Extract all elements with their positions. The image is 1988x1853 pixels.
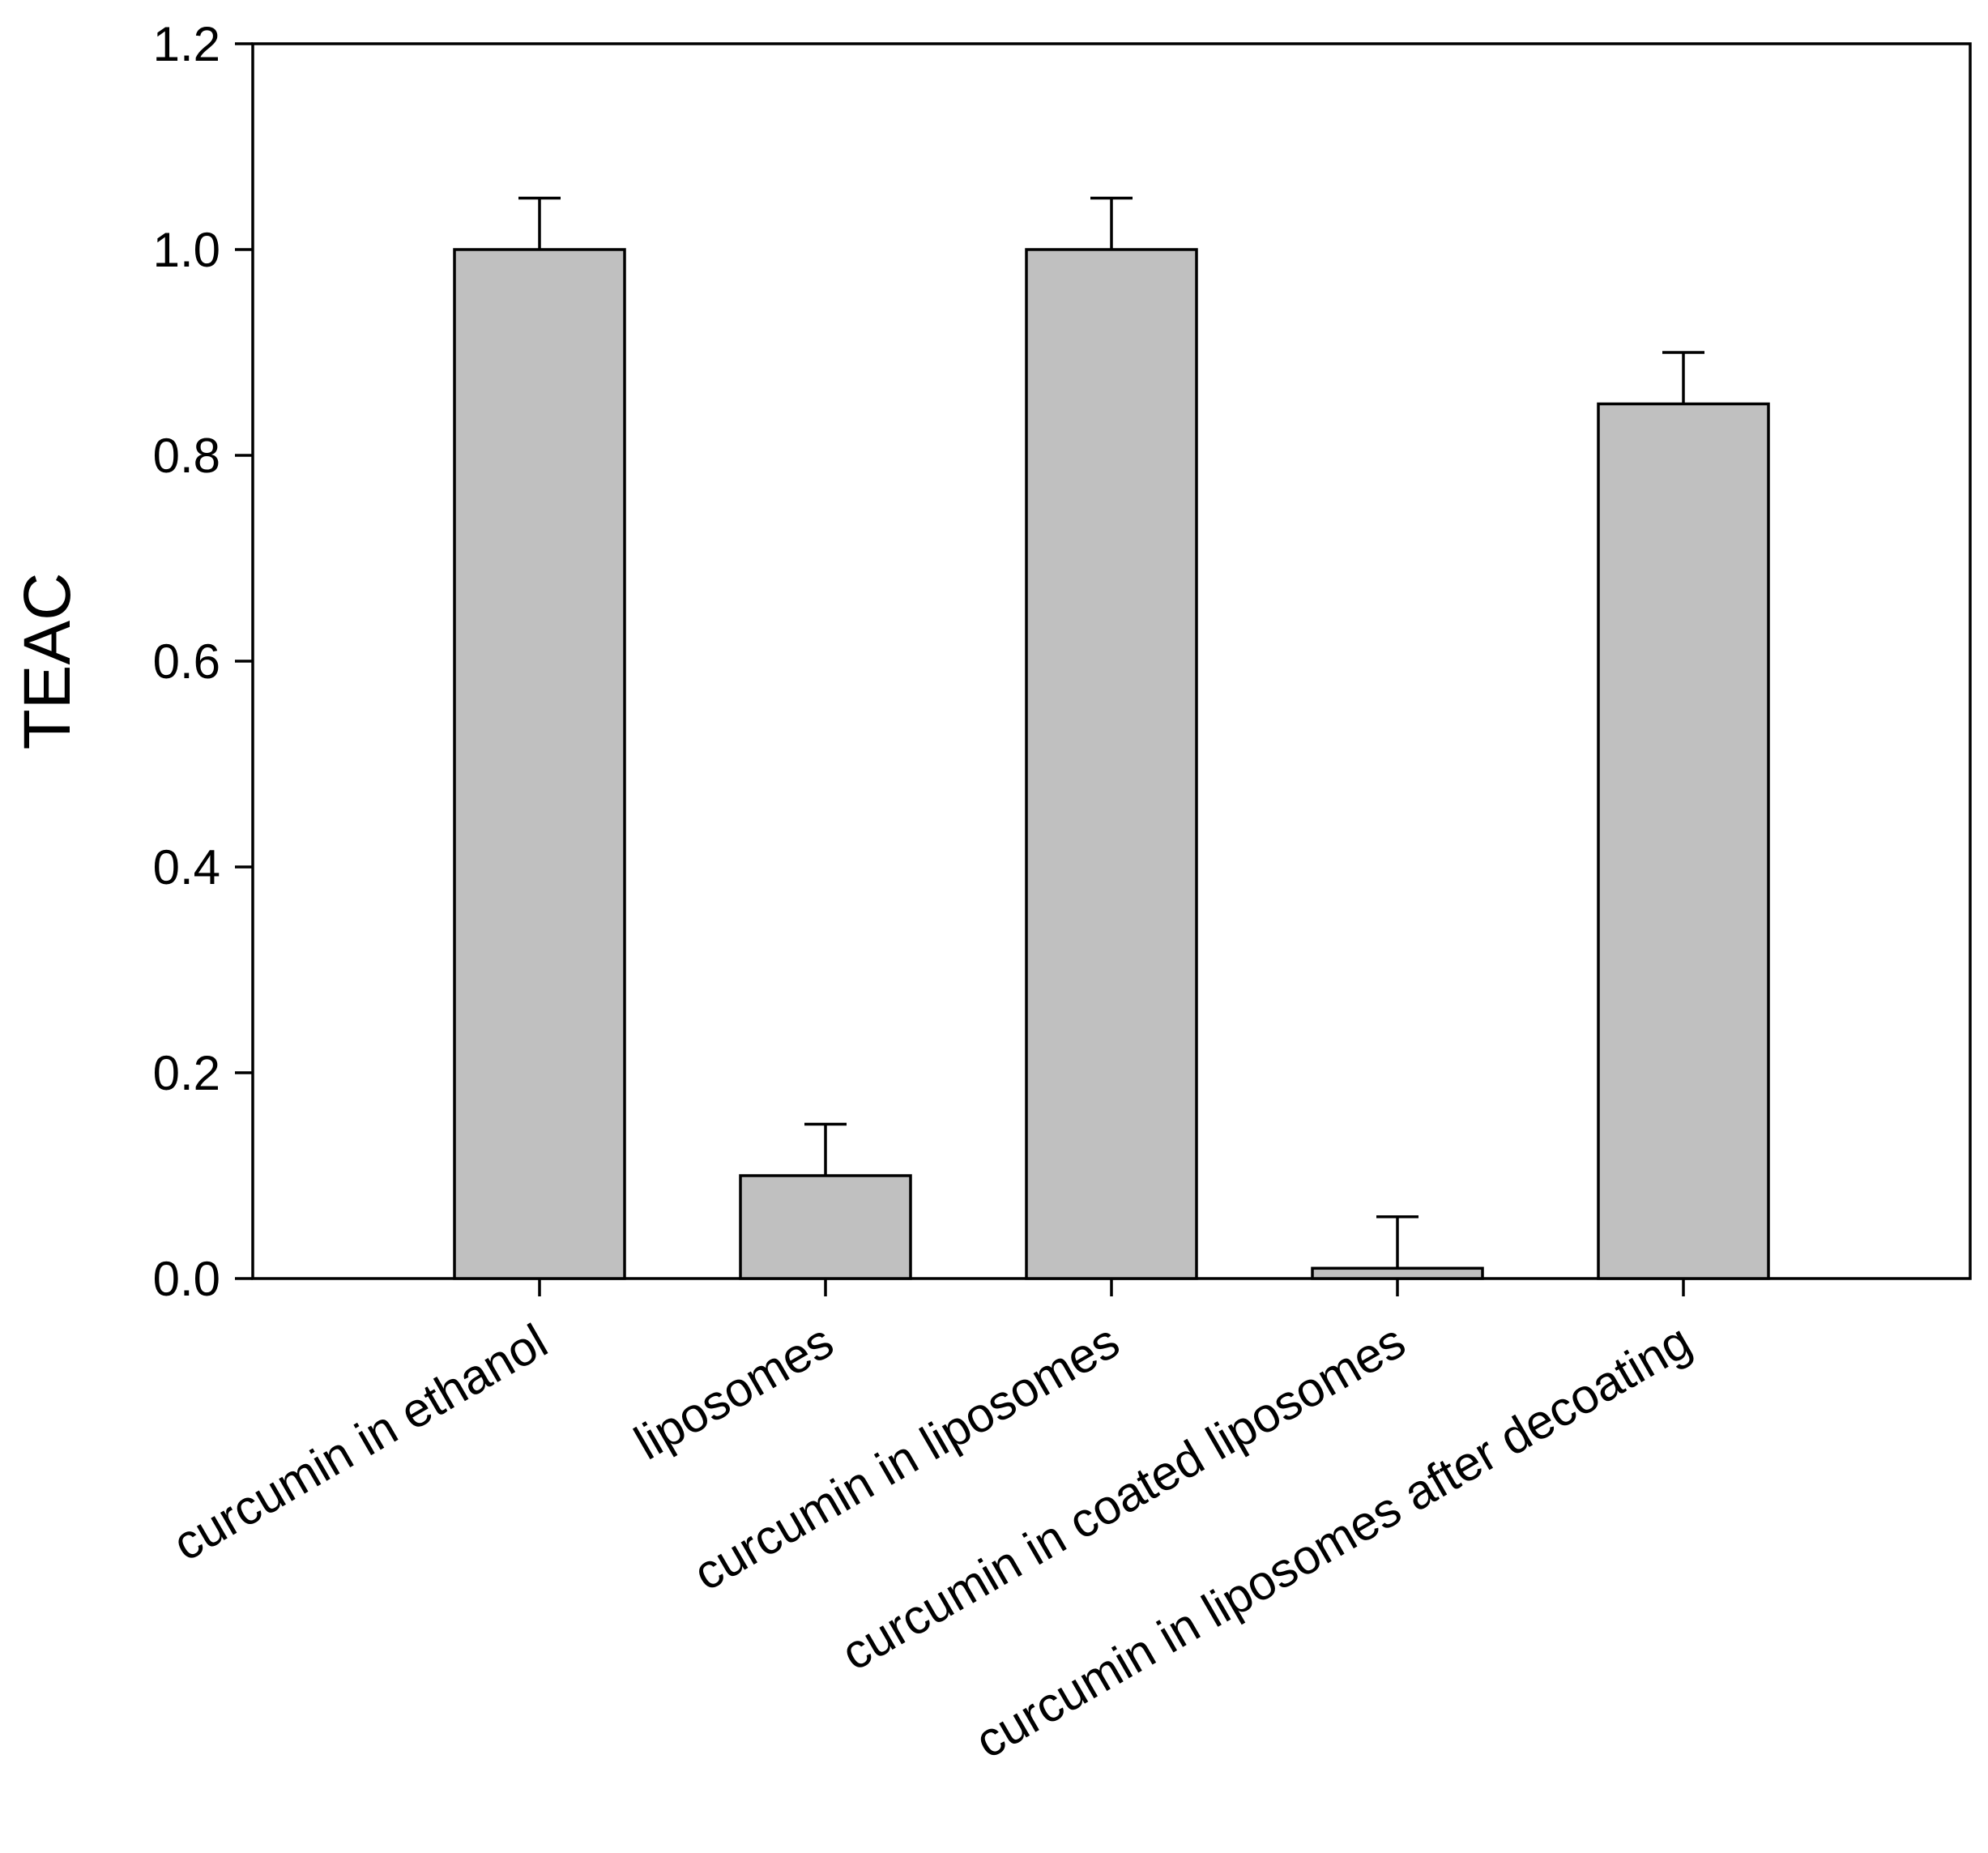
y-tick-label: 1.0 — [153, 223, 220, 277]
bar — [739, 1174, 912, 1280]
y-tick-label: 0.4 — [153, 840, 220, 894]
y-tick-label: 0.2 — [153, 1046, 220, 1100]
bar — [1025, 248, 1198, 1280]
y-tick-label: 0.0 — [153, 1252, 220, 1306]
y-tick-label: 0.6 — [153, 634, 220, 689]
bar — [453, 248, 626, 1280]
bars — [453, 196, 1770, 1280]
bar — [1597, 402, 1770, 1280]
y-tick-label: 0.8 — [153, 429, 220, 483]
x-tick-label: curcumin in ethanol — [164, 1313, 556, 1571]
y-axis-ticks: 0.0 0.2 0.4 0.6 0.8 1.0 1.2 — [153, 17, 253, 1306]
y-axis-label: TEAC — [11, 573, 84, 750]
x-tick-label: liposomes — [625, 1313, 842, 1470]
bar — [1311, 1266, 1484, 1280]
y-tick-label: 1.2 — [153, 17, 220, 71]
x-tick-label: curcumin in coated liposomes — [833, 1313, 1414, 1680]
